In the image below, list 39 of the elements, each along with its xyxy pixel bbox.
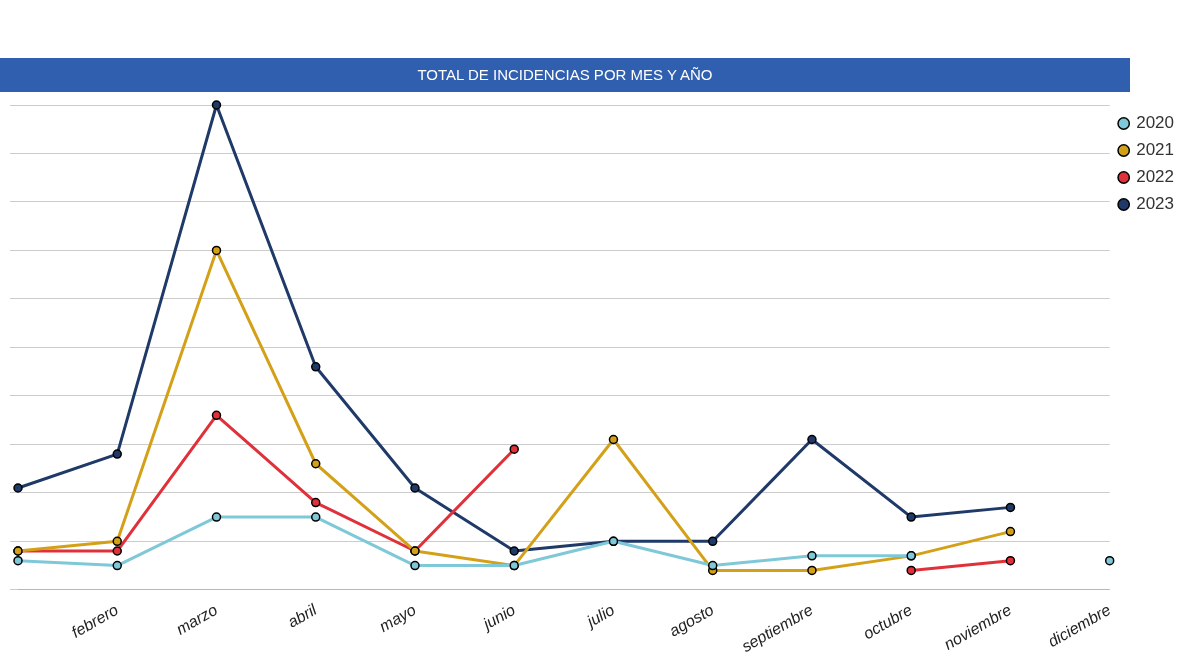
point <box>906 565 916 576</box>
x-tick-label: mayo <box>376 600 419 636</box>
point <box>310 512 321 522</box>
point <box>807 434 817 445</box>
point <box>112 546 122 556</box>
point <box>310 362 321 372</box>
point <box>410 483 420 493</box>
point <box>807 551 817 561</box>
point <box>1005 555 1016 566</box>
point <box>211 410 222 421</box>
point <box>112 449 122 459</box>
legend-label: 2021 <box>1136 140 1175 160</box>
point <box>112 560 122 571</box>
point <box>707 560 718 571</box>
point <box>1104 555 1115 566</box>
chart-title: TOTAL DE INCIDENCIAS POR MES Y AÑO <box>0 58 1130 92</box>
point <box>807 565 817 576</box>
point <box>310 459 321 469</box>
x-tick-label: junio <box>478 600 519 634</box>
point <box>1005 526 1016 537</box>
legend-label: 2020 <box>1136 113 1175 133</box>
point <box>707 536 718 547</box>
legend-label: 2022 <box>1136 167 1175 187</box>
point <box>509 444 519 454</box>
point <box>211 100 222 110</box>
point <box>1005 502 1016 513</box>
point <box>112 536 122 547</box>
point <box>906 512 916 522</box>
point <box>608 434 619 445</box>
legend-label: 2023 <box>1136 194 1175 214</box>
point <box>410 560 420 571</box>
point <box>211 245 222 256</box>
point <box>211 512 222 522</box>
point <box>13 555 23 566</box>
point <box>13 483 23 493</box>
x-tick-label: julio <box>582 600 618 631</box>
point <box>509 546 519 556</box>
point <box>310 497 321 508</box>
x-tick-label: abril <box>284 600 320 631</box>
